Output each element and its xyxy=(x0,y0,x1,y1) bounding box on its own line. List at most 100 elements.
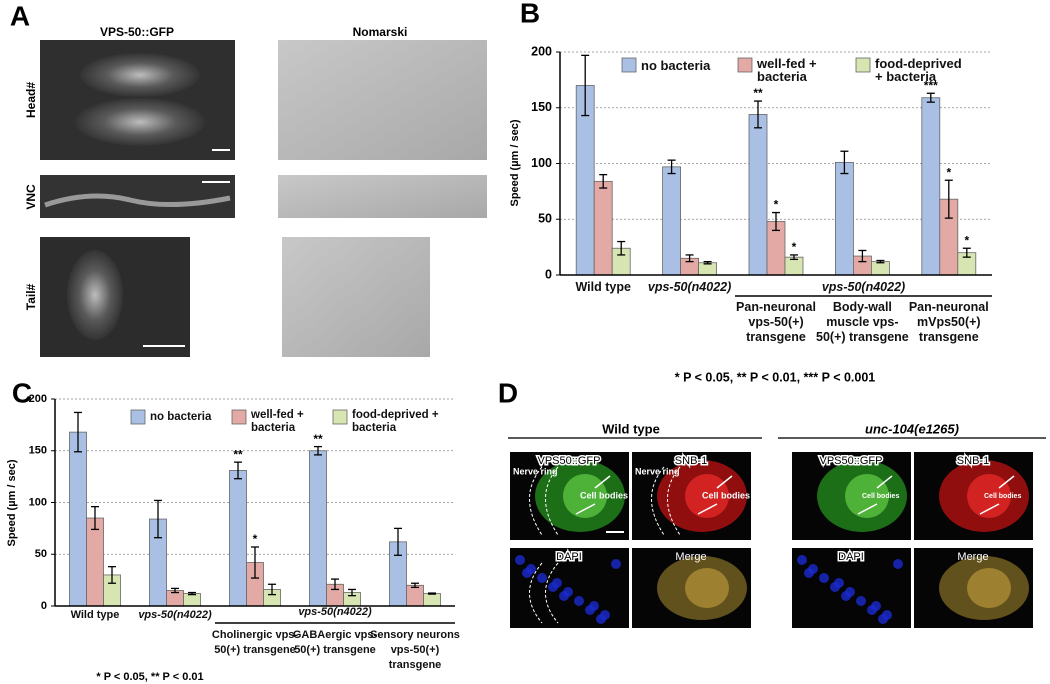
error-bar xyxy=(314,445,322,456)
error-bar xyxy=(599,173,608,189)
footnote: * P < 0.05, ** P < 0.01, *** P < 0.001 xyxy=(675,370,876,384)
significance-marker: * xyxy=(964,233,969,247)
micrograph-detail xyxy=(797,555,807,565)
error-bar xyxy=(411,582,419,589)
y-tick-label: 200 xyxy=(531,44,552,58)
error-bar xyxy=(251,546,259,579)
legend-swatch xyxy=(231,409,247,425)
y-tick-label: 50 xyxy=(35,548,47,560)
micrograph-detail xyxy=(804,568,814,578)
significance-marker: ** xyxy=(313,432,323,446)
micrograph-detail xyxy=(548,582,558,592)
error-bar xyxy=(876,259,885,264)
error-bar xyxy=(772,211,780,232)
group-title: unc-104(e1265) xyxy=(865,421,959,436)
arrow xyxy=(857,503,878,515)
error-bar xyxy=(962,247,971,258)
x-tick-label: Body-wall muscle vps-50(+) transgene xyxy=(816,300,909,344)
error-bar xyxy=(617,240,626,256)
micrograph-detail xyxy=(967,568,1011,608)
error-bar xyxy=(926,92,935,103)
x-tick-label: Pan-neuronal mVps50(+) transgene xyxy=(908,300,989,344)
nerve-ring-outline xyxy=(529,562,559,624)
micrograph-detail xyxy=(44,193,231,208)
bar xyxy=(86,517,104,607)
error-bar xyxy=(154,499,162,539)
significance-marker: * xyxy=(792,240,797,254)
legend-label: well-fed + bacteria xyxy=(251,409,304,434)
micrograph-detail xyxy=(75,98,205,146)
micrograph xyxy=(282,237,430,357)
error-bar xyxy=(331,578,339,591)
error-bar xyxy=(840,150,849,175)
arrow xyxy=(979,503,1000,515)
micrograph-detail xyxy=(685,474,729,518)
micrograph-detail xyxy=(574,596,584,606)
image-label: SNB-1 xyxy=(957,455,989,467)
panel-letter: A xyxy=(10,0,30,31)
error-bar xyxy=(944,179,953,219)
bar xyxy=(309,450,327,607)
error-bar xyxy=(171,587,179,594)
arrow xyxy=(575,503,596,515)
micrograph-detail xyxy=(841,591,851,601)
arrow xyxy=(876,475,893,489)
error-bar xyxy=(348,588,356,597)
significance-marker: *** xyxy=(924,78,938,92)
x-tick-label: Cholinergic vps-50(+) transgene xyxy=(211,629,299,656)
annotation: Cell bodies xyxy=(702,490,750,500)
legend-label: food-deprived + bacteria xyxy=(875,56,962,84)
footnote: * P < 0.05, ** P < 0.01 xyxy=(96,671,203,683)
image-label: SNB-1 xyxy=(675,455,707,467)
group-label: vps-50(n4022) xyxy=(821,280,906,294)
bar xyxy=(662,166,681,276)
significance-marker: ** xyxy=(753,86,763,100)
micrograph-detail xyxy=(867,605,877,615)
micrograph-detail xyxy=(685,568,729,608)
legend-label: well-fed + bacteria xyxy=(757,56,817,84)
error-bar xyxy=(685,254,694,263)
row-label: Tail# xyxy=(24,283,38,310)
image-label: VPS50::GFP xyxy=(538,455,601,467)
x-tick-label: Wild type xyxy=(575,280,631,294)
bar xyxy=(921,97,941,276)
x-tick-label: Sensory neurons vps-50(+) transgene xyxy=(370,629,460,671)
y-tick-label: 100 xyxy=(29,496,47,508)
bar xyxy=(406,584,424,607)
micrograph-detail xyxy=(563,474,607,518)
image-label: DAPI xyxy=(838,551,864,563)
arrow xyxy=(594,475,611,489)
significance-marker: ** xyxy=(233,447,243,461)
legend-swatch xyxy=(737,57,753,73)
arrow xyxy=(716,475,733,489)
micrograph-detail xyxy=(967,474,1011,518)
arrow xyxy=(998,475,1015,489)
error-bar xyxy=(428,592,436,595)
annotation: Cell bodies xyxy=(862,493,899,500)
y-tick-label: 0 xyxy=(41,600,47,612)
image-label: Merge xyxy=(675,551,706,563)
micrograph-detail xyxy=(893,559,903,569)
legend-swatch xyxy=(855,57,871,73)
image-label: Merge xyxy=(957,551,988,563)
y-tick-label: 100 xyxy=(531,156,552,170)
bar xyxy=(69,431,87,607)
error-bar xyxy=(703,260,712,265)
micrograph-detail xyxy=(856,596,866,606)
micrograph-detail xyxy=(585,605,595,615)
nerve-ring-outline xyxy=(651,466,681,536)
error-bar xyxy=(667,159,676,175)
x-tick-label: vps-50(n4022) xyxy=(138,609,212,621)
y-tick-label: 0 xyxy=(545,267,552,281)
micrograph-detail xyxy=(522,568,532,578)
x-tick-label: Pan-neuronal vps-50(+) transgene xyxy=(736,300,816,344)
y-tick-label: 150 xyxy=(531,100,552,114)
row-label: VNC xyxy=(24,184,38,210)
legend-swatch xyxy=(332,409,348,425)
micrograph-detail xyxy=(559,591,569,601)
bar xyxy=(835,161,854,276)
error-bar xyxy=(754,100,762,129)
bar xyxy=(871,261,890,276)
